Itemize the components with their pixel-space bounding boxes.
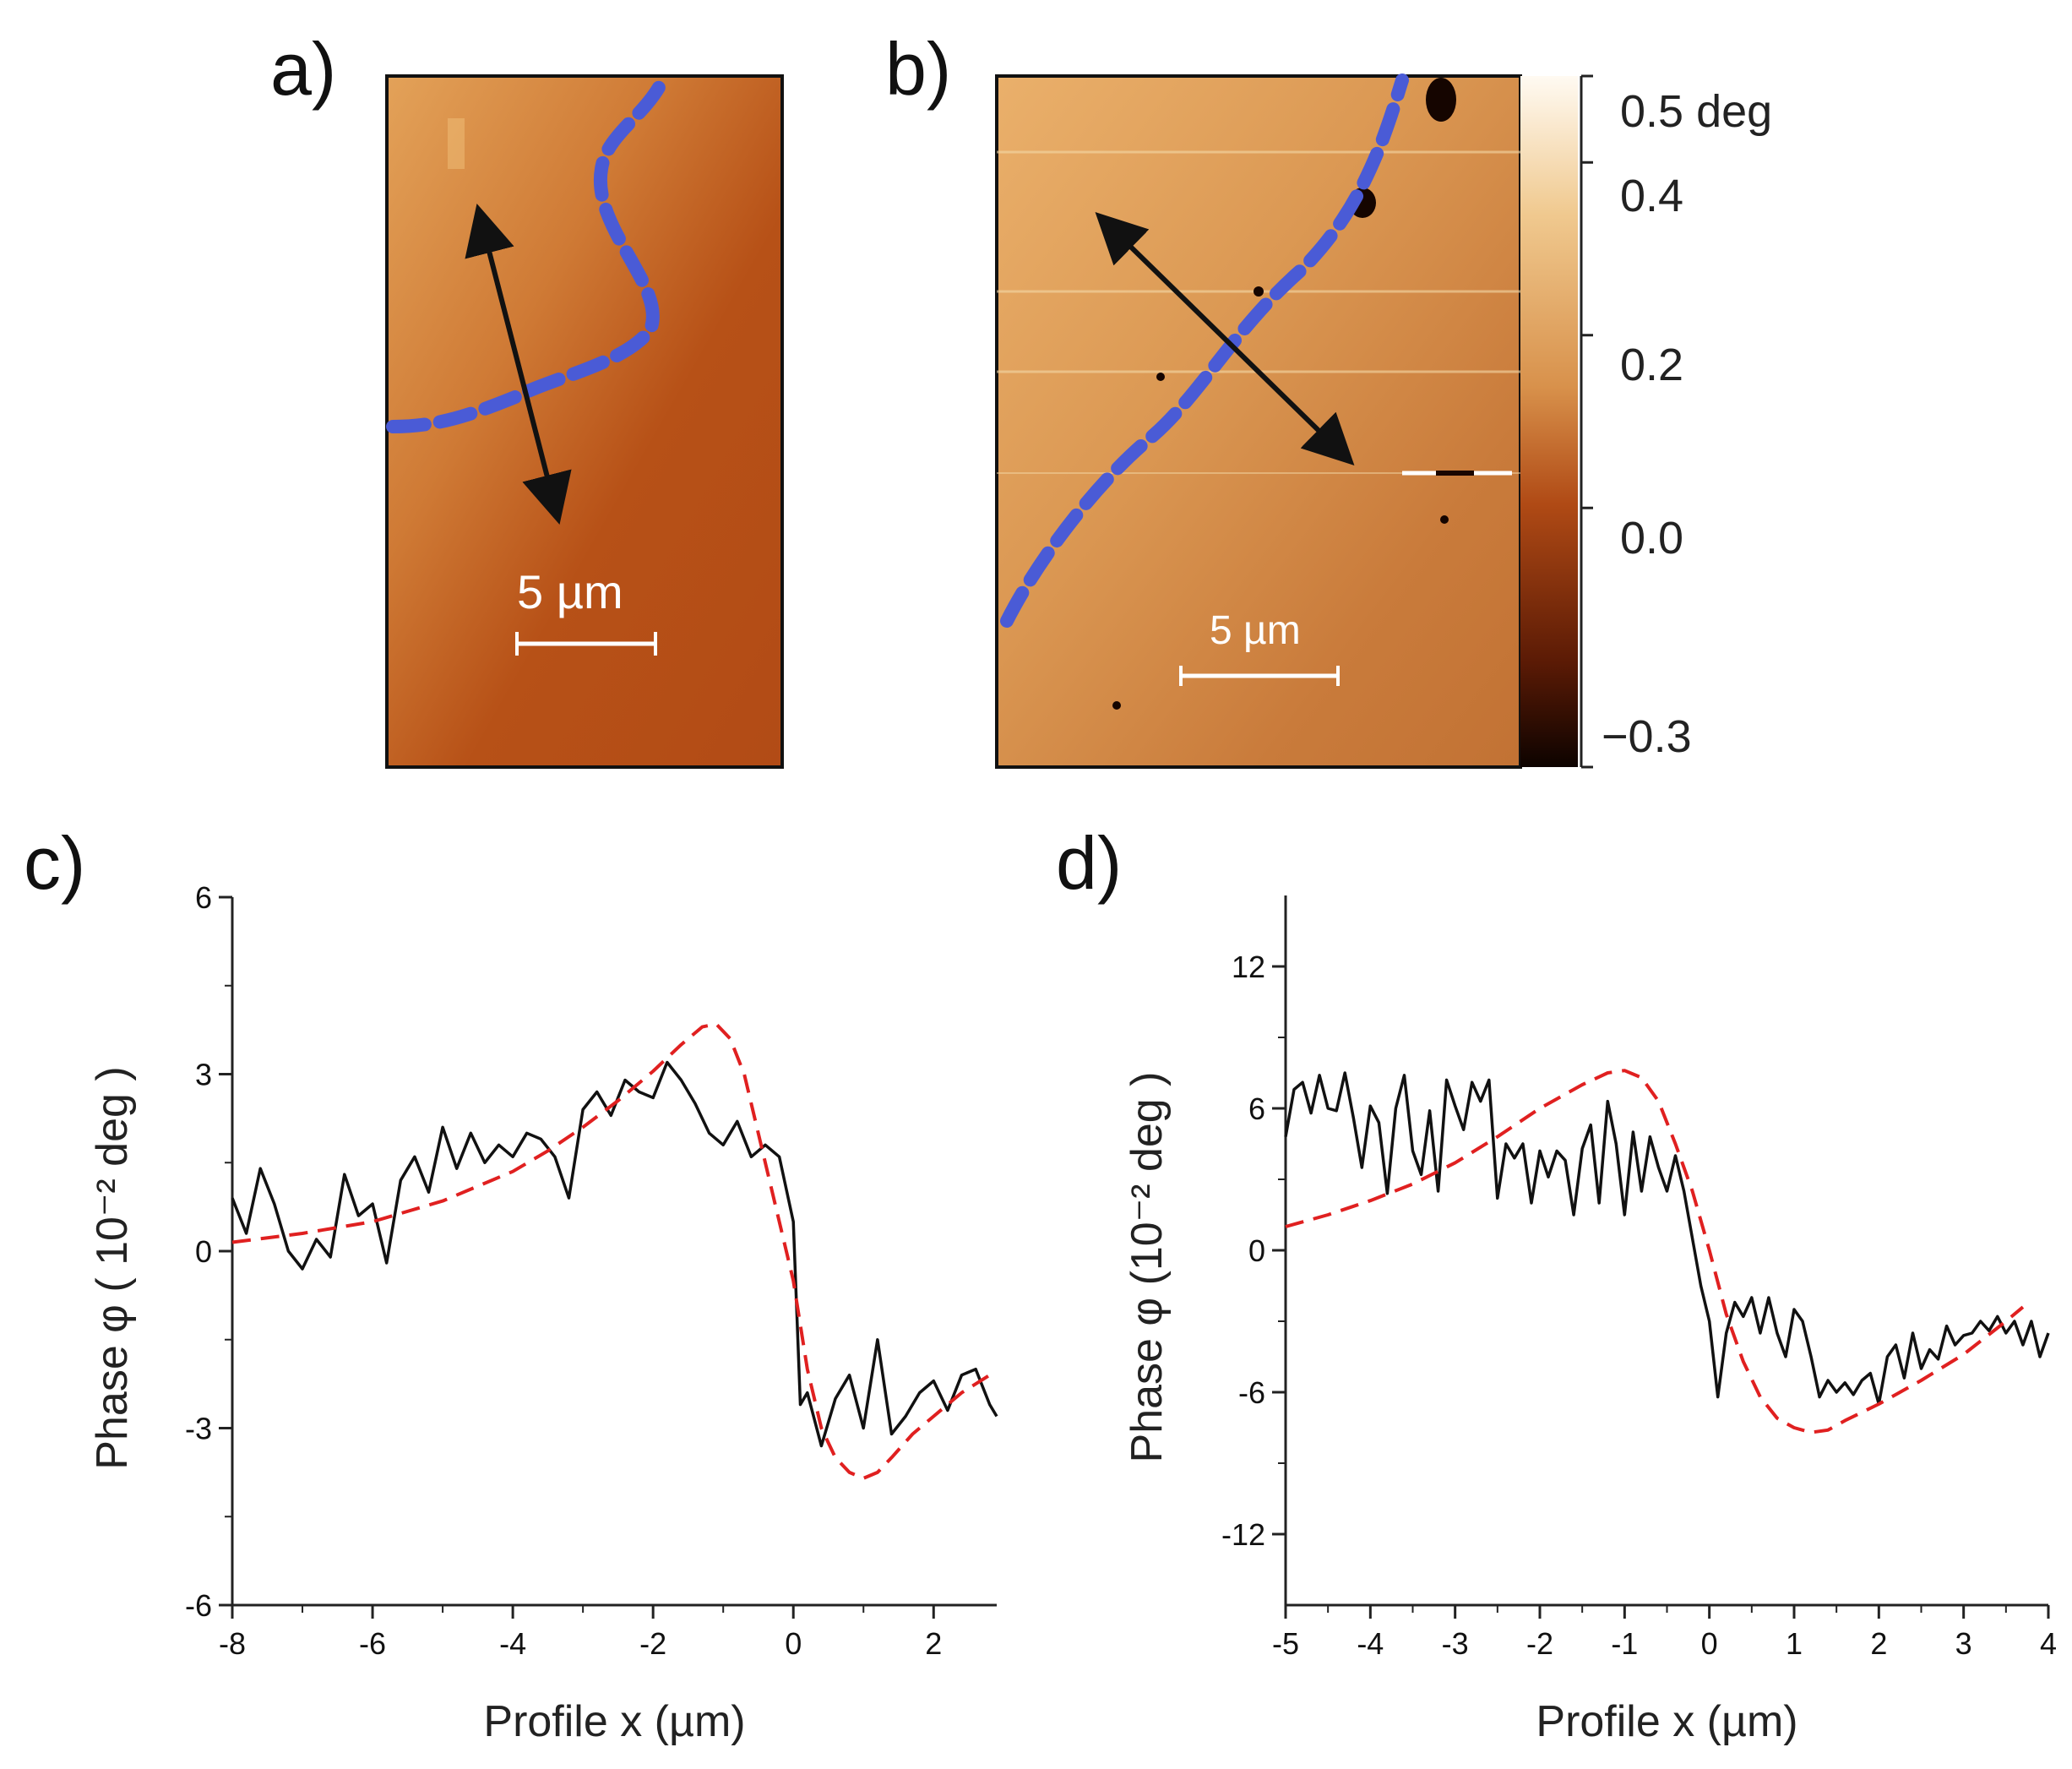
- panel-a-bright-spot: [448, 118, 465, 169]
- y-tick-label-c-3: 3: [195, 1058, 212, 1092]
- x-tick-label-c-4: 0: [785, 1626, 802, 1661]
- x-tick-label-d-1: -4: [1357, 1626, 1384, 1661]
- x-tick-label-d-2: -3: [1442, 1626, 1469, 1661]
- panel-b-arrow: [1095, 212, 1355, 465]
- x-tick-label-d-6: 1: [1786, 1626, 1803, 1661]
- x-tick-label-d-8: 3: [1955, 1626, 1972, 1661]
- x-tick-label-d-9: 4: [2040, 1626, 2057, 1661]
- colorbar-label-1: 0.4: [1620, 171, 1683, 221]
- panel-c-label: c): [24, 821, 85, 905]
- y-tick-label-c-2: 0: [195, 1234, 212, 1269]
- series-d-fit: [1285, 1069, 2025, 1434]
- panel-a-label: a): [270, 27, 336, 111]
- y-tick-label-c-1: -3: [185, 1412, 212, 1446]
- colorbar-label-2: 0.2: [1620, 340, 1683, 390]
- x-axis-title-c: Profile x (µm): [483, 1697, 745, 1746]
- x-tick-label-c-5: 2: [925, 1626, 942, 1661]
- x-tick-label-d-0: -5: [1272, 1626, 1299, 1661]
- y-tick-label-d-3: 6: [1248, 1091, 1265, 1126]
- panel-a-map: 5 µm: [385, 74, 784, 769]
- y-axis-title-c: Phase φ ( 10⁻² deg ): [88, 1066, 137, 1469]
- colorbar-label-0: 0.5 deg: [1620, 86, 1772, 137]
- y-tick-label-d-0: -12: [1221, 1517, 1265, 1552]
- series-d-measured: [1284, 1071, 2050, 1406]
- x-tick-label-d-7: 2: [1870, 1626, 1887, 1661]
- x-tick-label-d-5: 0: [1701, 1626, 1718, 1661]
- series-c-fit: [231, 1022, 991, 1480]
- x-tick-label-c-1: -6: [359, 1626, 386, 1661]
- x-tick-label-c-3: -2: [639, 1626, 666, 1661]
- panel-b-defect-large: [1426, 78, 1456, 122]
- y-tick-label-c-0: -6: [185, 1588, 212, 1623]
- colorbar-label-4: −0.3: [1602, 711, 1692, 762]
- y-tick-label-d-4: 12: [1232, 950, 1265, 984]
- x-tick-label-c-2: -4: [499, 1626, 526, 1661]
- panel-a-scalebar-label: 5 µm: [517, 565, 623, 618]
- x-tick-label-d-4: -1: [1611, 1626, 1638, 1661]
- y-tick-label-c-4: 6: [195, 880, 212, 915]
- panel-a-arrow: [465, 203, 572, 525]
- y-axis-title-d: Phase φ (10⁻² deg ): [1123, 1072, 1172, 1463]
- colorbar-label-3: 0.0: [1620, 513, 1683, 563]
- x-tick-label-d-3: -2: [1526, 1626, 1553, 1661]
- colorbar: 0.5 deg 0.4 0.2 0.0 −0.3: [1520, 74, 1772, 769]
- x-tick-label-c-0: -8: [219, 1626, 246, 1661]
- panel-b-label: b): [885, 27, 951, 111]
- panel-b-scalebar-label: 5 µm: [1210, 608, 1301, 653]
- y-tick-label-d-1: -6: [1238, 1375, 1265, 1410]
- x-axis-title-d: Profile x (µm): [1536, 1697, 1797, 1746]
- y-tick-label-d-2: 0: [1248, 1233, 1265, 1268]
- panel-b-map: 5 µm: [995, 73, 1522, 769]
- panel-d-label: d): [1056, 821, 1122, 905]
- series-c-measured: [231, 1060, 998, 1448]
